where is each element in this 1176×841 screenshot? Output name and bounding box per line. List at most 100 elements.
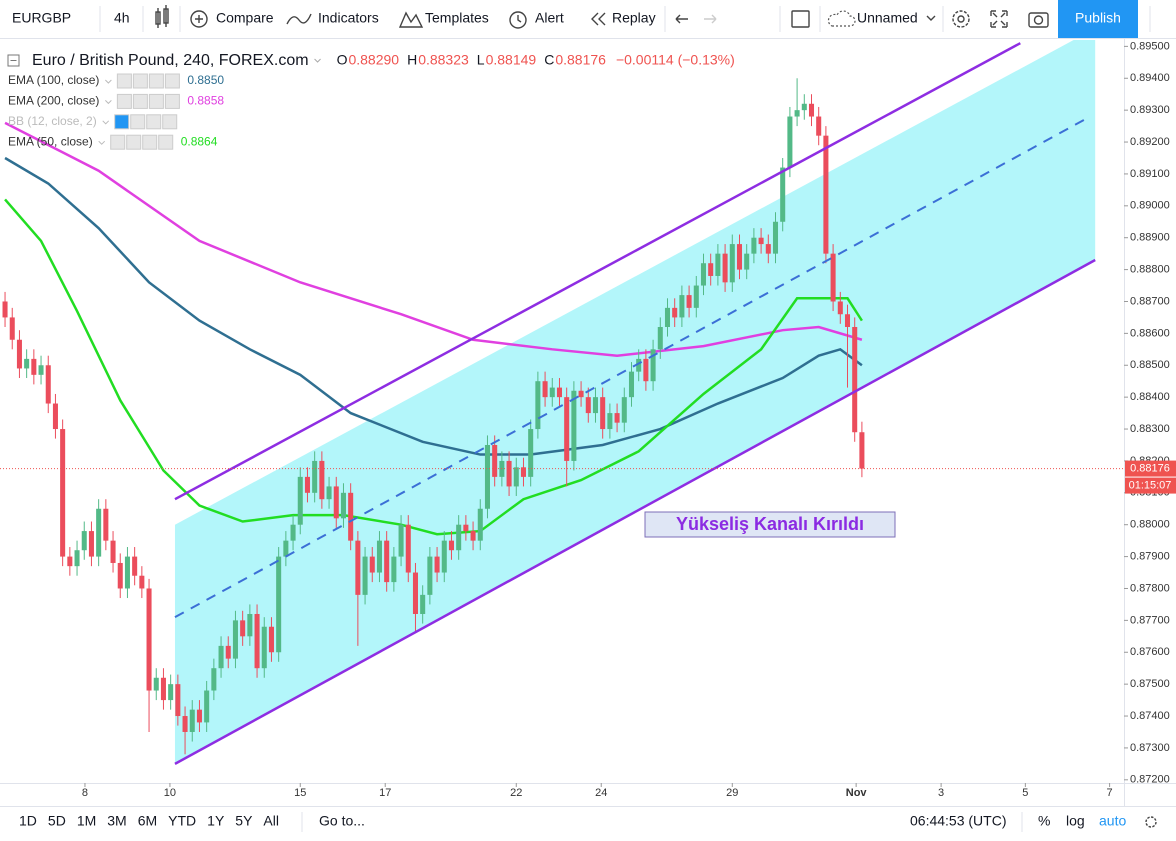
indicator-button[interactable] [158,134,174,150]
redo-icon[interactable] [704,14,717,24]
indicator-button[interactable] [132,73,148,89]
indicators[interactable]: Indicators [318,10,379,26]
y-tick-label: 0.88700 [1130,295,1170,307]
interval[interactable]: 4h [114,10,130,26]
replay[interactable]: Replay [612,10,656,26]
indicator-button[interactable] [142,134,158,150]
candle-body [117,562,123,589]
templates[interactable]: Templates [425,10,489,26]
chevron [102,120,110,125]
publish-label[interactable]: Publish [1075,10,1121,26]
x-tick-label: 24 [595,787,607,799]
candle-body [182,716,188,732]
candle-body [808,103,815,117]
x-tick-label: 10 [164,787,176,799]
candle-body [448,540,454,551]
indicator-button[interactable] [132,93,148,109]
candle-body [787,116,793,168]
compare[interactable]: Compare [216,10,274,26]
candle-body [722,253,728,283]
scale-option[interactable]: % [1038,813,1050,829]
indicator-name: EMA (100, close) [8,73,99,87]
candle-body [758,237,764,245]
indicator-button[interactable] [116,93,132,109]
candle-body [319,460,325,500]
annotation-box [644,511,896,538]
range-button[interactable]: 5D [48,813,66,829]
indicator-button[interactable] [110,134,126,150]
indicator-button[interactable] [162,114,178,130]
ema-line [4,198,863,536]
candle-body [794,110,800,117]
undo-icon[interactable] [675,14,688,24]
range-button[interactable]: 1Y [207,813,225,829]
candle-body [816,116,822,136]
range-button[interactable]: 5Y [235,813,253,829]
candle-body [744,253,750,270]
y-tick-label: 0.87200 [1130,774,1170,786]
alert-icon[interactable] [509,11,527,29]
alert[interactable]: Alert [535,10,564,26]
indicator-button[interactable] [130,114,146,130]
scale-option[interactable]: auto [1099,813,1126,829]
channel-fill [174,40,1096,764]
chevron [105,100,112,105]
y-tick-label: 0.89000 [1130,200,1170,212]
compare-icon[interactable] [190,10,208,28]
chevron [98,140,106,145]
candle-body [153,677,159,691]
candle-body [520,467,526,477]
x-tick-label: 8 [82,787,88,799]
scale-option[interactable]: log [1066,813,1085,829]
snapshot-icon [1033,15,1044,25]
goto[interactable]: Go to... [319,813,365,829]
compare-icon [195,15,203,23]
annotation: Yükseliş Kanalı Kırıldı [676,514,864,534]
settings-icon [957,15,965,23]
publish-button[interactable] [1058,0,1138,38]
indicator-button[interactable] [164,73,180,89]
candle-body [290,524,296,541]
range-button[interactable]: 3M [107,813,126,829]
range-button[interactable]: 6M [138,813,157,829]
indicator-name: BB (12, close, 2) [8,114,97,128]
candle-body [326,486,332,500]
indicator-button[interactable] [148,93,164,109]
snapshot-icon[interactable] [1028,12,1049,28]
candle-body [74,550,80,567]
candle-body [189,709,195,732]
candle-body [268,626,274,653]
indicator-button[interactable] [148,73,164,89]
indicator-button[interactable] [126,134,142,150]
candle-body [585,397,591,414]
chart-style-icon[interactable] [155,5,169,28]
indicator-button[interactable] [146,114,162,130]
y-tick-label: 0.87500 [1130,678,1170,690]
ohlc-value: 0.88323 [418,52,469,68]
layout-name[interactable]: Unnamed [857,10,918,26]
candle-body [506,460,512,487]
legend: Euro / British Pound, 240, FOREX.com O 0.8… [7,52,735,150]
indicator-button[interactable] [114,114,130,130]
candle-body [297,476,303,525]
candle-body [636,358,642,372]
symbol[interactable]: EURGBP [12,10,71,26]
range-button[interactable]: All [263,813,279,829]
candle-body [333,486,339,519]
candle-body [355,540,361,595]
range-button[interactable]: 1M [77,813,96,829]
layout-icon[interactable] [791,10,810,28]
candle-body [9,317,15,340]
indicator-button[interactable] [164,93,180,109]
ohlc-value: 0.88176 [555,52,606,68]
fullscreen-icon[interactable] [990,10,1008,28]
candle-body [420,594,426,614]
indicator-button[interactable] [116,73,132,89]
price-label-bg [1125,460,1176,477]
candle-body [643,358,649,382]
plot-area [2,40,1096,765]
range-button[interactable]: 1D [19,813,37,829]
range-button[interactable]: YTD [168,813,196,829]
settings-icon[interactable] [1145,816,1157,828]
settings-icon[interactable] [952,10,970,28]
